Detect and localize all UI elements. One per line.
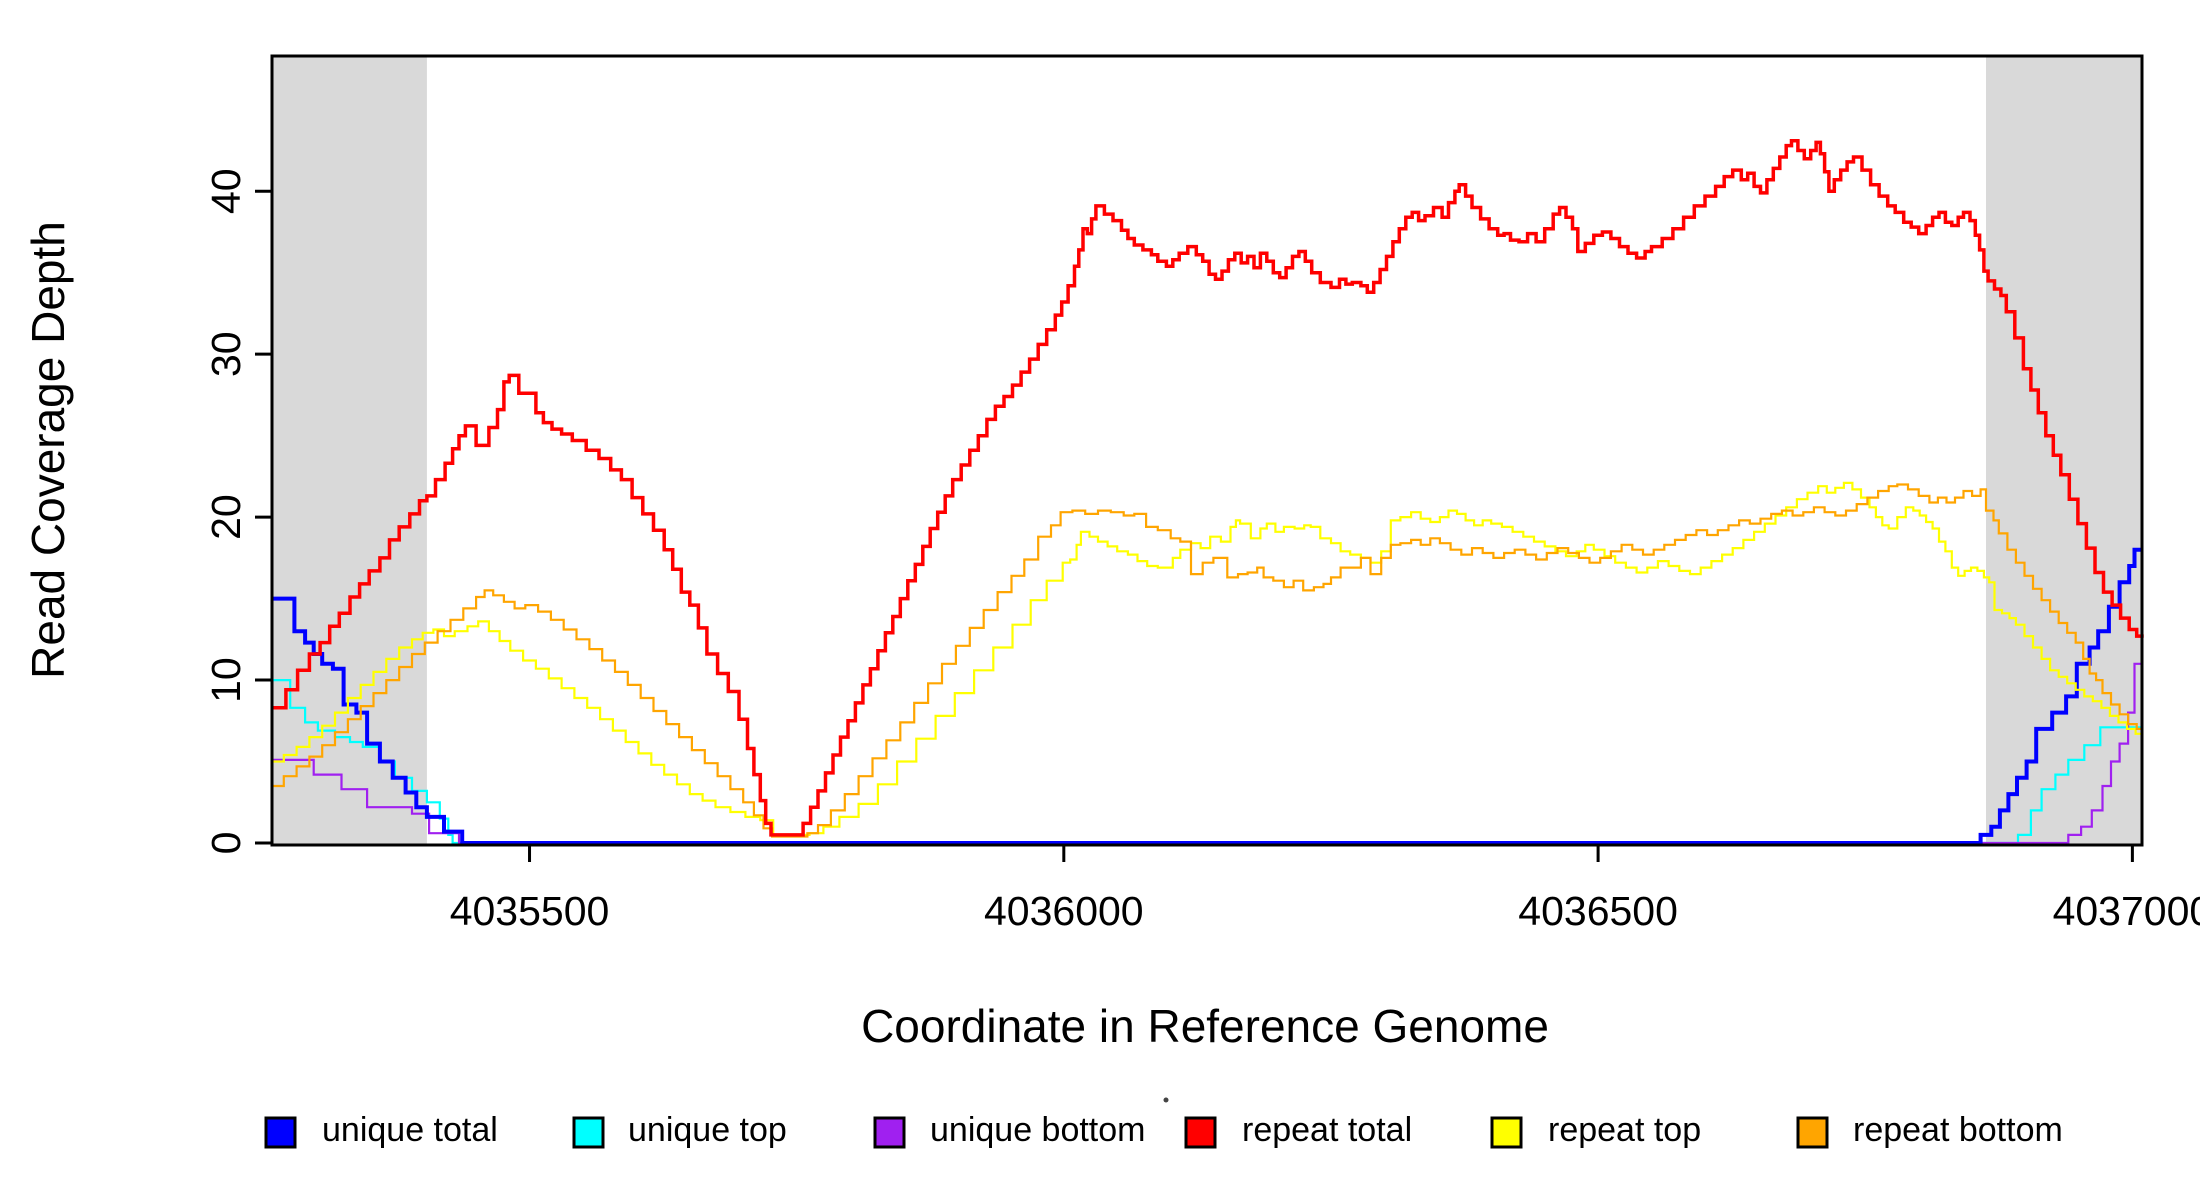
legend-item: unique total	[264, 1111, 498, 1149]
x-axis-title: Coordinate in Reference Genome	[861, 1000, 1549, 1052]
legend-item: repeat total	[1184, 1111, 1412, 1149]
highlight-region	[272, 56, 427, 845]
legend-label: unique top	[628, 1111, 787, 1149]
series-line-unique-bottom	[272, 662, 2142, 845]
x-tick-label: 4037000	[2053, 888, 2200, 934]
legend-item: unique top	[572, 1111, 787, 1149]
x-tick-label: 4036000	[984, 888, 1144, 934]
legend-label: repeat top	[1548, 1111, 1701, 1149]
y-tick-label: 10	[203, 657, 249, 703]
highlight-regions	[272, 56, 2142, 845]
y-tick-label: 40	[203, 168, 249, 214]
series-line-unique-top	[272, 679, 2142, 845]
legend-label: unique total	[322, 1111, 498, 1149]
y-tick-label: 20	[203, 494, 249, 540]
x-tick-label: 4036500	[1518, 888, 1678, 934]
series-line-repeat-top	[272, 481, 2144, 836]
legend-label: repeat total	[1242, 1111, 1412, 1149]
series-line-repeat-total	[272, 138, 2144, 837]
legend-swatch-unique-bottom	[873, 1116, 906, 1149]
stray-dot-artifact	[1163, 1097, 1169, 1103]
y-axis-title: Read Coverage Depth	[22, 221, 74, 679]
legend-swatch-repeat-bottom	[1796, 1116, 1829, 1149]
y-tick-label: 0	[203, 832, 249, 855]
legend-item: repeat bottom	[1796, 1111, 2063, 1149]
x-axis-tick-labels: 4035500 4036000 4036500 4037000	[450, 888, 2200, 934]
y-axis-tick-labels: 0 10 20 30 40	[203, 168, 249, 854]
series-line-repeat-bottom	[272, 483, 2144, 838]
y-tick-label: 30	[203, 331, 249, 377]
legend-swatch-unique-top	[572, 1116, 605, 1149]
legend-swatch-repeat-top	[1490, 1116, 1523, 1149]
x-tick-label: 4035500	[450, 888, 610, 934]
legend-item: repeat top	[1490, 1111, 1701, 1149]
axis-ticks	[255, 189, 2134, 862]
legend-item: unique bottom	[873, 1111, 1146, 1149]
plot-frame	[270, 54, 2144, 847]
series-line-unique-total	[272, 547, 2142, 845]
legend-swatch-unique-total	[264, 1116, 297, 1149]
legend: unique total unique top unique bottom re…	[264, 1097, 2063, 1149]
legend-label: unique bottom	[930, 1111, 1146, 1149]
series-lines	[272, 138, 2144, 845]
legend-label: repeat bottom	[1853, 1111, 2063, 1149]
legend-swatch-repeat-total	[1184, 1116, 1217, 1149]
